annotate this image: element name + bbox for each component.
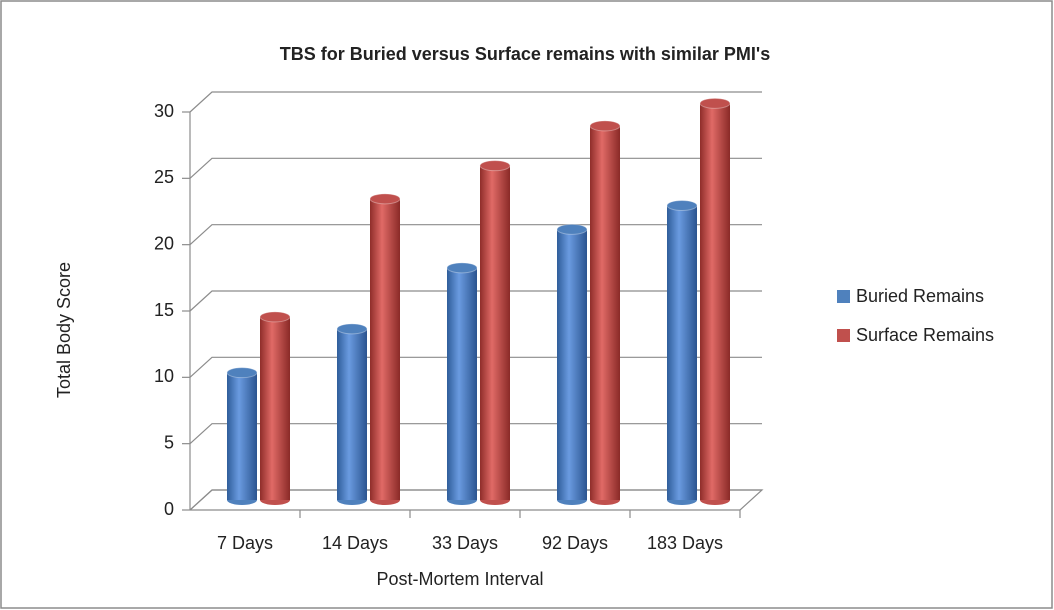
grid-line [189,157,762,179]
bar [227,372,257,500]
legend-swatch [837,290,850,303]
x-tick-label: 183 Days [647,533,723,553]
bar [260,316,290,500]
x-axis-title: Post-Mortem Interval [376,569,543,589]
legend-swatch [837,329,850,342]
y-tick-label: 20 [154,233,174,253]
bar [337,328,367,500]
y-tick-label: 25 [154,167,174,187]
bar-cap [699,97,731,109]
bar [700,103,730,501]
bar [557,229,587,501]
x-tick-label: 92 Days [542,533,608,553]
grid-line [189,91,762,113]
bar [480,165,510,500]
x-tick-label: 33 Days [432,533,498,553]
legend-label: Surface Remains [856,325,994,345]
y-axis-title: Total Body Score [54,262,74,398]
bar-cap [226,367,258,379]
bar-cap [446,262,478,274]
x-tick-label: 14 Days [322,533,388,553]
bar-cap [479,160,511,172]
bar-cap [259,311,291,323]
bar-cap [666,199,698,211]
y-tick-label: 15 [154,300,174,320]
bar-cap [556,223,588,235]
chart-title: TBS for Buried versus Surface remains wi… [280,44,770,64]
y-tick-label: 10 [154,366,174,386]
bar-cap [369,193,401,205]
bar-cap [336,323,368,335]
legend-label: Buried Remains [856,286,984,306]
bar [667,205,697,501]
bar [370,198,400,500]
bar [447,267,477,500]
y-tick-label: 0 [164,499,174,519]
y-tick-label: 30 [154,101,174,121]
bar-cap [589,120,621,132]
bar [590,125,620,500]
x-tick-label: 7 Days [217,533,273,553]
grid-line [189,224,762,246]
y-tick-label: 5 [164,432,174,452]
